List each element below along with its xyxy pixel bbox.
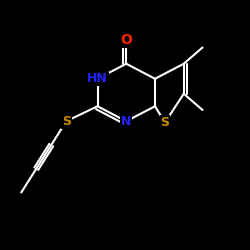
Text: N: N: [121, 115, 132, 128]
Text: S: S: [62, 115, 71, 128]
Text: HN: HN: [87, 72, 108, 85]
Text: O: O: [120, 33, 132, 47]
Text: S: S: [160, 116, 170, 129]
